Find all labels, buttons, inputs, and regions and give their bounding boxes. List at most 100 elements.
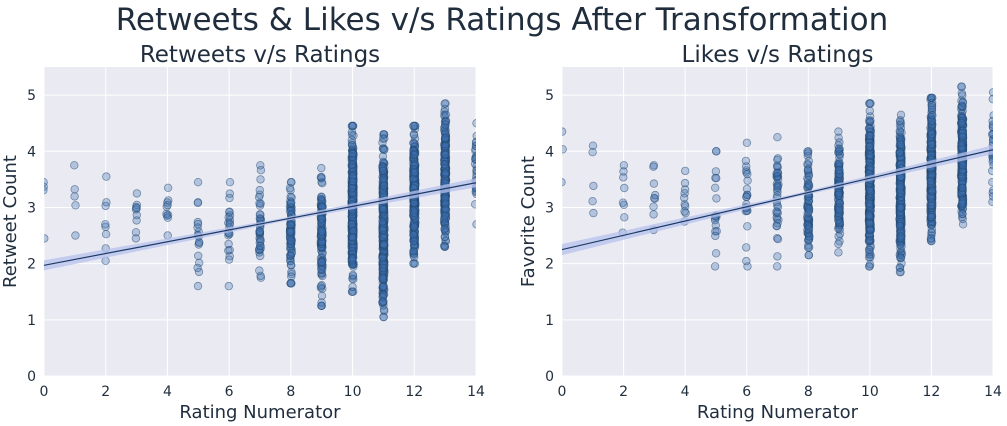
data-point <box>589 181 598 191</box>
data-point <box>347 160 357 169</box>
x-axis-label: Rating Numerator <box>179 402 341 423</box>
data-point <box>470 159 476 169</box>
data-point <box>378 253 387 262</box>
data-point <box>712 194 721 203</box>
y-axis-label: Favorite Count <box>518 156 539 287</box>
data-point <box>163 183 173 192</box>
data-point <box>285 206 295 216</box>
data-point <box>773 262 782 271</box>
data-point <box>988 94 993 104</box>
data-point <box>649 210 658 219</box>
data-point <box>742 184 752 193</box>
data-point <box>317 264 326 274</box>
plot-content <box>44 99 476 322</box>
data-point <box>866 151 875 160</box>
data-point <box>834 127 843 136</box>
data-point <box>896 203 905 212</box>
data-point <box>835 159 844 168</box>
data-point <box>895 148 905 157</box>
data-point <box>988 178 993 187</box>
data-point <box>379 312 388 322</box>
data-point <box>927 179 936 189</box>
data-point <box>441 133 450 143</box>
data-point <box>742 162 751 171</box>
data-point <box>378 263 388 273</box>
data-point <box>286 228 295 237</box>
x-tick-label: 10 <box>344 384 362 400</box>
data-point <box>588 141 598 150</box>
data-point <box>255 244 264 254</box>
data-point <box>409 198 419 207</box>
point-cluster <box>131 189 142 243</box>
point-cluster <box>162 183 173 240</box>
data-point <box>317 172 326 182</box>
data-point <box>287 272 296 281</box>
data-point <box>225 252 234 261</box>
data-point <box>773 234 783 244</box>
data-point <box>441 223 450 233</box>
data-point <box>711 147 721 156</box>
data-point <box>866 162 875 172</box>
data-point <box>865 235 875 245</box>
data-point <box>588 147 597 157</box>
point-cluster <box>70 161 80 240</box>
data-point <box>619 161 629 170</box>
data-point <box>101 222 110 231</box>
data-point <box>927 192 936 201</box>
data-point <box>895 221 905 231</box>
data-point <box>441 129 450 138</box>
data-point <box>804 204 814 214</box>
data-point <box>742 192 751 202</box>
data-point <box>472 131 476 141</box>
data-point <box>895 267 905 277</box>
x-axis-label: Rating Numerator <box>697 402 859 423</box>
figure-title: Retweets & Likes v/s Ratings After Trans… <box>116 2 889 38</box>
data-point <box>410 168 420 177</box>
x-tick-label: 2 <box>619 384 628 400</box>
data-point <box>619 167 628 176</box>
data-point <box>834 239 843 249</box>
data-point <box>225 193 234 203</box>
data-point <box>835 153 844 162</box>
data-point <box>440 225 449 234</box>
point-cluster <box>285 177 296 288</box>
x-tick-label: 8 <box>286 384 295 400</box>
regression-line <box>44 182 476 266</box>
data-point <box>471 154 476 163</box>
y-axis-label: Retweet Count <box>0 155 21 288</box>
data-point <box>378 282 388 292</box>
data-point <box>804 243 813 252</box>
data-point <box>410 222 419 232</box>
data-point <box>378 225 387 235</box>
point-cluster <box>864 99 875 271</box>
data-point <box>409 174 418 184</box>
data-point <box>865 99 874 108</box>
data-point <box>194 258 204 267</box>
data-point <box>927 194 936 204</box>
data-point <box>441 142 450 151</box>
y-tick-label: 5 <box>27 88 36 104</box>
data-point <box>286 260 296 269</box>
data-point <box>379 205 388 214</box>
data-point <box>773 132 782 142</box>
data-point <box>132 189 142 198</box>
data-point <box>562 145 567 154</box>
data-point <box>287 248 296 258</box>
data-point <box>378 274 387 283</box>
data-point <box>865 245 874 255</box>
data-point <box>409 121 418 131</box>
point-cluster <box>803 147 814 260</box>
data-point <box>865 106 874 116</box>
data-point <box>349 227 358 236</box>
data-point <box>835 138 844 147</box>
data-point <box>927 224 936 234</box>
data-point <box>348 233 357 242</box>
x-tick-label: 10 <box>861 384 879 400</box>
data-point <box>318 284 327 293</box>
data-point <box>711 167 721 176</box>
data-point <box>680 178 690 188</box>
data-point <box>379 233 388 243</box>
data-point <box>440 241 449 251</box>
data-point <box>865 142 875 151</box>
data-point <box>651 190 660 200</box>
